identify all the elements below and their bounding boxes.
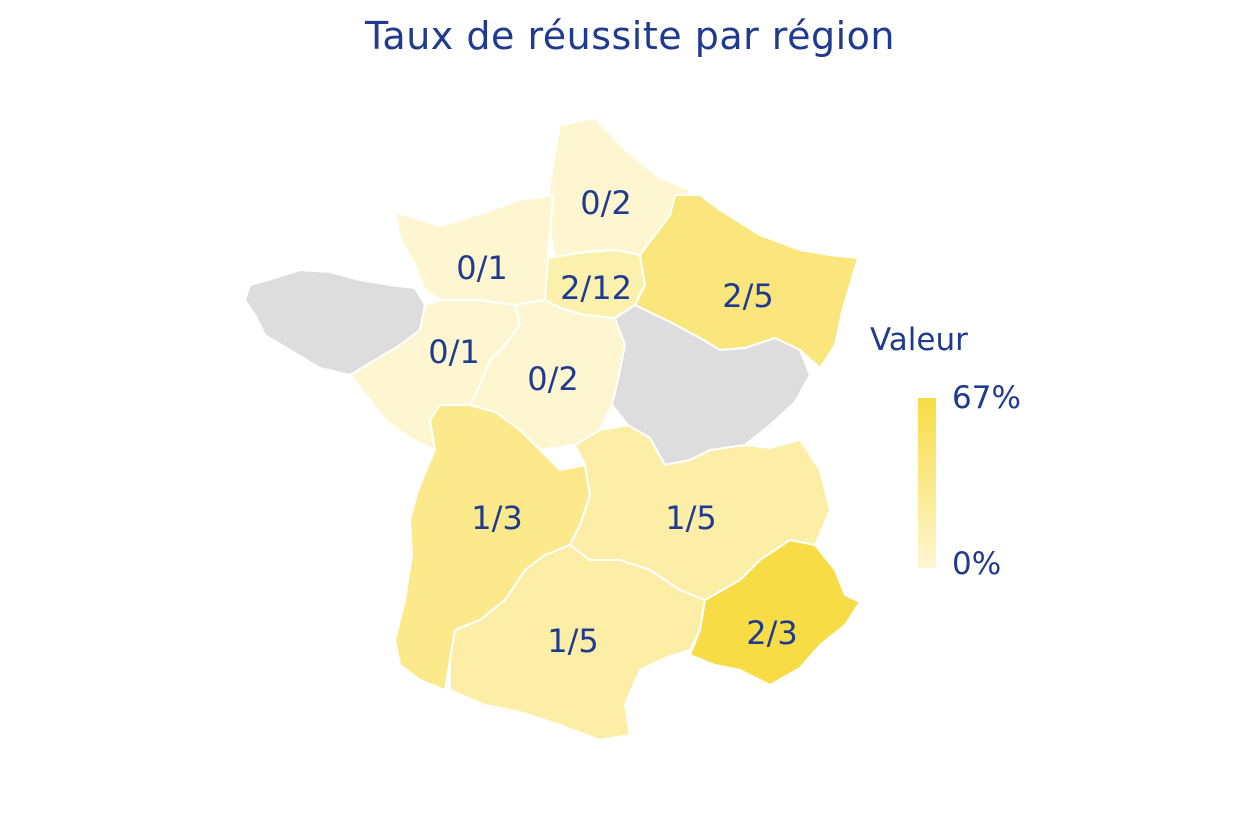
legend-title: Valeur xyxy=(870,322,968,358)
label-provence-alpes-cote-dazur: 2/3 xyxy=(746,614,798,652)
legend-max-label: 67% xyxy=(952,380,1021,416)
region-bourgogne-franche-comte[interactable] xyxy=(611,304,811,466)
label-hauts-de-france: 0/2 xyxy=(580,184,632,222)
label-auvergne-rhone-alpes: 1/5 xyxy=(665,499,717,537)
page-title: Taux de réussite par région xyxy=(365,14,895,58)
label-occitanie: 1/5 xyxy=(547,622,599,660)
label-grand-est: 2/5 xyxy=(722,277,774,315)
region-labels: 0/2 0/1 2/12 2/5 0/1 0/2 1/3 1/5 1/5 2/3 xyxy=(428,184,798,660)
legend-color-bar xyxy=(918,398,936,568)
label-ile-de-france: 2/12 xyxy=(560,269,632,307)
legend-min-label: 0% xyxy=(952,546,1002,582)
region-provence-alpes-cote-dazur[interactable] xyxy=(689,539,861,686)
label-normandie: 0/1 xyxy=(456,249,508,287)
label-nouvelle-aquitaine: 1/3 xyxy=(471,499,523,537)
label-centre-val-de-loire: 0/2 xyxy=(527,360,579,398)
label-pays-de-la-loire: 0/1 xyxy=(428,333,480,371)
